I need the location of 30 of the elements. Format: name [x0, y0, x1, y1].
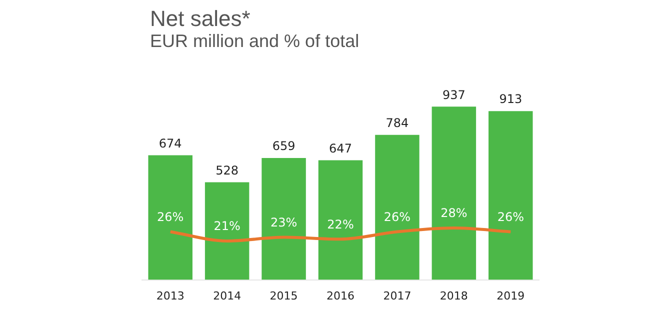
data-label: 647	[329, 141, 352, 156]
data-label: 28%	[440, 206, 468, 220]
data-label: 659	[272, 139, 296, 154]
x-tick-label: 2015	[270, 289, 298, 302]
bar	[488, 111, 533, 280]
data-label: 913	[499, 92, 522, 106]
data-label: 21%	[214, 219, 240, 234]
data-label: 937	[442, 88, 466, 102]
data-label: 528	[216, 163, 239, 178]
data-label: 26%	[384, 210, 411, 224]
data-label: 23%	[270, 215, 298, 230]
data-label: 784	[386, 116, 409, 130]
chart-title: Net sales*	[150, 6, 252, 32]
data-label: 674	[158, 136, 182, 150]
x-tick-label: 2016	[326, 289, 354, 302]
x-tick-label: 2013	[156, 289, 184, 302]
bar	[375, 134, 420, 280]
data-label: 22%	[327, 217, 354, 232]
bar	[204, 182, 250, 280]
data-label: 26%	[157, 210, 184, 224]
x-tick-label: 2018	[440, 289, 468, 302]
x-tick-label: 2019	[496, 289, 525, 302]
chart-subtitle: EUR million and % of total	[150, 31, 360, 52]
bar	[432, 106, 476, 280]
x-tick-label: 2014	[213, 289, 242, 302]
bar	[318, 160, 363, 280]
bar	[148, 155, 192, 280]
bar	[262, 158, 306, 280]
data-label: 26%	[497, 210, 524, 224]
x-tick-label: 2017	[383, 289, 412, 302]
